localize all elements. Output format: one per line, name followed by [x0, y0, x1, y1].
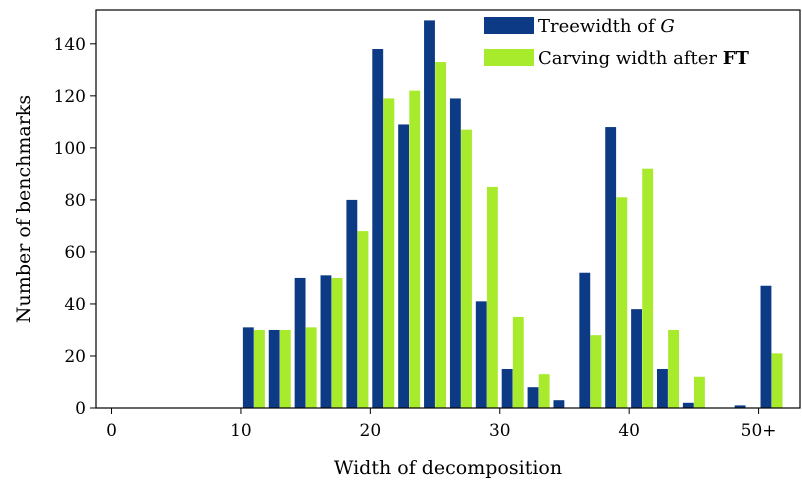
bar-series-1-bin-34: [553, 400, 565, 408]
y-tick-label: 120: [54, 87, 86, 107]
y-tick-label: 100: [54, 139, 86, 159]
bar-series-1-bin-50: [760, 285, 772, 408]
y-axis-ticks: 0 20 40 60 80 100 120 140: [54, 35, 96, 419]
bar-series-1-bin-16: [320, 275, 332, 408]
bar-series-1-bin-40: [631, 309, 642, 408]
legend-label-part: Carving width after: [538, 48, 723, 69]
bar-series-2-bin-36: [590, 335, 602, 408]
bar-series-1-bin-26: [449, 98, 461, 408]
bar-series-2-bin-20: [383, 98, 395, 408]
bar-series-2-bin-40: [642, 168, 654, 408]
y-axis-label: Number of benchmarks: [13, 95, 35, 323]
bar-series-2-bin-38: [616, 197, 628, 408]
bar-series-2-bin-24: [435, 62, 447, 408]
bar-series-2-bin-42: [668, 329, 679, 408]
x-tick-label: 30: [489, 421, 511, 441]
x-tick-label: 20: [360, 421, 382, 441]
bar-series-2-bin-14: [305, 327, 317, 408]
y-tick-label: 20: [64, 347, 86, 367]
x-tick-label: 40: [618, 421, 640, 441]
legend-label-2: Carving width after FT: [538, 48, 749, 69]
bar-series-1-bin-24: [424, 20, 435, 408]
y-tick-label: 140: [54, 35, 86, 55]
legend-label-part: FT: [723, 48, 750, 69]
bar-series-2-bin-12: [279, 329, 291, 408]
bar-series-2-bin-50: [771, 353, 783, 408]
y-tick-label: 80: [64, 191, 86, 211]
x-tick-label: 0: [106, 421, 117, 441]
bar-series-1-bin-14: [294, 277, 306, 408]
bar-series-1-bin-22: [398, 124, 410, 409]
bar-series-2-bin-18: [357, 231, 369, 408]
bar-series-1-bin-12: [268, 329, 280, 408]
bar-series-1-bin-20: [372, 49, 384, 409]
legend-swatch-2: [484, 49, 534, 66]
x-axis-label: Width of decomposition: [334, 457, 562, 479]
x-tick-label: 50+: [741, 421, 777, 441]
bar-series-1-bin-32: [527, 387, 539, 408]
bar-series-2-bin-26: [461, 129, 472, 408]
legend: Treewidth of G Carving width after FT: [484, 16, 749, 69]
y-tick-label: 40: [64, 295, 86, 315]
bar-series-1-bin-42: [657, 368, 668, 408]
legend-label-part: Treewidth of: [538, 16, 660, 37]
bar-series-1-bin-30: [501, 368, 513, 408]
bars-layer: [242, 20, 783, 409]
legend-label-part: G: [660, 16, 674, 37]
bar-series-2-bin-44: [694, 376, 705, 408]
y-tick-label: 0: [75, 399, 86, 419]
x-axis-ticks: 0 10 20 30 40 50+: [106, 408, 777, 441]
bar-series-1-bin-36: [579, 272, 591, 408]
bar-series-2-bin-22: [409, 90, 421, 408]
x-tick-label: 10: [230, 421, 252, 441]
bar-series-1-bin-48: [734, 405, 746, 408]
bar-series-2-bin-10: [254, 329, 265, 408]
bar-series-2-bin-32: [538, 374, 550, 408]
bar-series-2-bin-16: [331, 277, 343, 408]
bar-series-1-bin-38: [605, 127, 617, 408]
bar-series-1-bin-10: [242, 327, 254, 408]
plot-frame: [95, 9, 801, 409]
bar-series-1-bin-44: [682, 402, 694, 408]
y-tick-label: 60: [64, 243, 86, 263]
bar-series-1-bin-18: [346, 199, 358, 408]
bar-series-2-bin-28: [486, 186, 498, 408]
bar-series-2-bin-30: [512, 316, 524, 408]
legend-swatch-1: [484, 17, 534, 34]
bar-series-1-bin-28: [475, 301, 487, 408]
legend-label-1: Treewidth of G: [538, 16, 675, 37]
